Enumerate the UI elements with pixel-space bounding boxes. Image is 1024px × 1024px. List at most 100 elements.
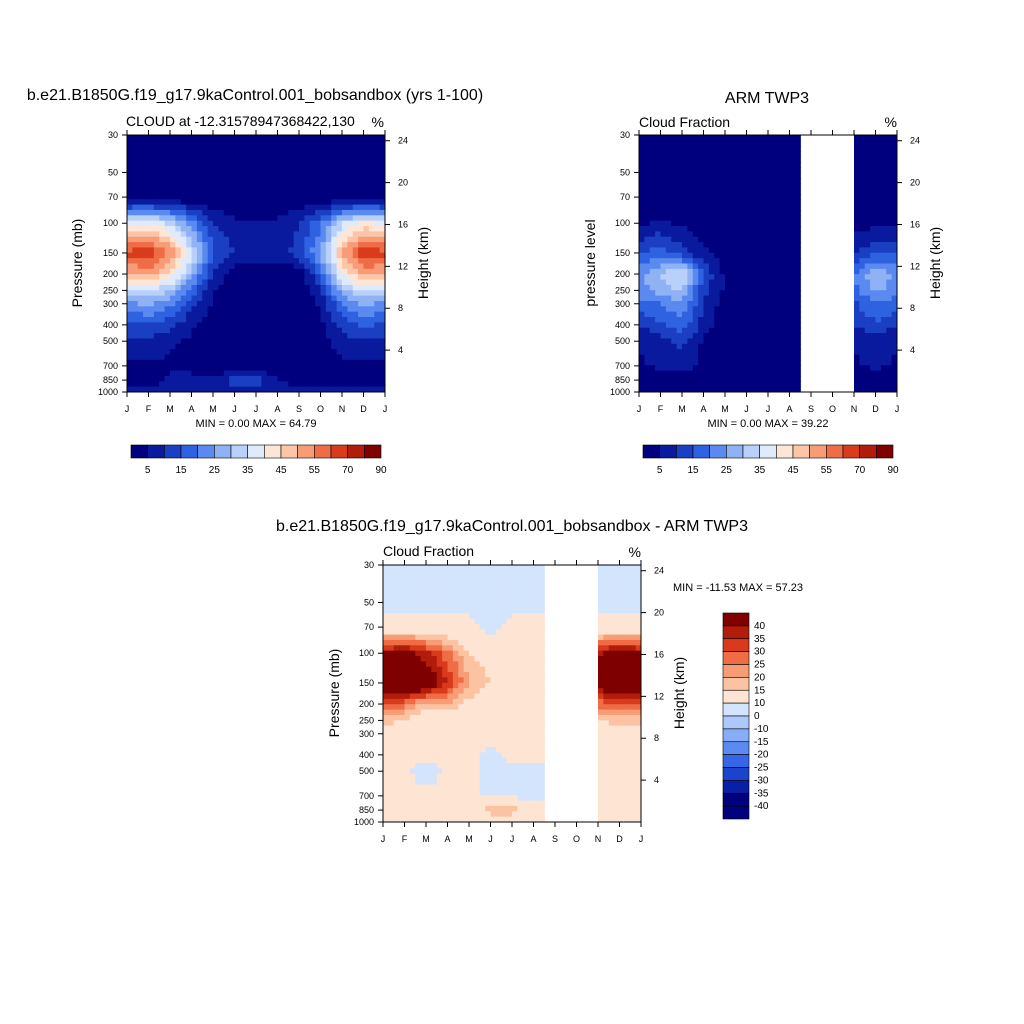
contour-cell	[325, 268, 332, 275]
contour-cell	[180, 284, 187, 291]
contour-cell	[223, 386, 230, 392]
colorbar-label: 55	[309, 465, 321, 476]
contour-cell	[229, 156, 236, 163]
contour-cell	[266, 193, 273, 200]
contour-cell	[875, 193, 882, 200]
contour-cell	[213, 220, 219, 227]
contour-cell	[708, 220, 715, 227]
contour-cell	[143, 295, 150, 302]
contour-cell	[522, 618, 529, 625]
contour-cell	[714, 188, 721, 195]
contour-cell	[415, 565, 422, 571]
contour-cell	[347, 167, 354, 174]
contour-cell	[644, 386, 651, 392]
contour-cell	[891, 204, 897, 211]
contour-cell	[649, 226, 656, 232]
contour-cell	[665, 199, 672, 206]
contour-cell	[665, 151, 672, 158]
contour-cell	[420, 581, 427, 588]
contour-cell	[768, 204, 774, 211]
contour-cell	[703, 306, 710, 313]
contour-cell	[180, 215, 187, 222]
contour-cell	[768, 263, 774, 270]
contour-cell	[687, 242, 694, 249]
contour-cell	[266, 322, 273, 329]
contour-cell	[272, 349, 279, 356]
contour-cell	[864, 215, 871, 222]
contour-cell	[854, 359, 860, 366]
contour-cell	[132, 349, 139, 356]
contour-cell	[315, 167, 322, 174]
contour-cell	[358, 317, 365, 323]
contour-cell	[794, 258, 801, 265]
contour-cell	[352, 354, 359, 361]
contour-cell	[730, 365, 737, 372]
contour-cell	[132, 236, 139, 243]
contour-cell	[207, 343, 214, 350]
contour-cell	[132, 231, 139, 238]
contour-cell	[256, 247, 262, 254]
contour-cell	[655, 252, 662, 259]
contour-cell	[399, 607, 406, 614]
contour-cell	[180, 311, 187, 318]
contour-cell	[277, 306, 284, 313]
contour-cell	[789, 135, 796, 141]
contour-cell	[708, 151, 715, 158]
contour-cell	[256, 375, 262, 382]
contour-cell	[703, 263, 710, 270]
contour-cell	[218, 333, 225, 340]
contour-cell	[127, 140, 133, 147]
contour-cell	[870, 172, 877, 179]
contour-cell	[773, 204, 780, 211]
contour-cell	[859, 359, 866, 366]
contour-cell	[293, 209, 300, 216]
contour-cell	[266, 140, 273, 147]
contour-cell	[692, 354, 699, 361]
contour-cell	[159, 156, 166, 163]
contour-cell	[794, 145, 801, 152]
contour-cell	[880, 300, 887, 307]
contour-cell	[741, 333, 748, 340]
contour-cell	[528, 629, 535, 636]
contour-cell	[757, 220, 764, 227]
contour-cell	[859, 242, 866, 249]
contour-cell	[293, 279, 300, 286]
contour-cell	[368, 183, 375, 190]
contour-cell	[619, 623, 626, 630]
contour-cell	[352, 188, 359, 195]
contour-cell	[676, 161, 683, 168]
contour-cell	[170, 135, 176, 141]
contour-cell	[864, 263, 871, 270]
contour-cell	[671, 199, 678, 206]
contour-cell	[891, 226, 897, 232]
contour-cell	[886, 284, 893, 291]
contour-cell	[773, 274, 780, 281]
contour-cell	[148, 231, 155, 238]
contour-cell	[665, 156, 672, 163]
y-tick-label: 250	[103, 285, 118, 295]
contour-cell	[773, 268, 780, 275]
contour-cell	[644, 177, 651, 184]
contour-cell	[692, 375, 699, 382]
contour-cell	[660, 220, 667, 227]
contour-cell	[239, 359, 246, 366]
contour-cell	[773, 349, 780, 356]
contour-cell	[649, 161, 656, 168]
contour-cell	[336, 306, 343, 313]
contour-cell	[137, 306, 144, 313]
contour-cell	[207, 295, 214, 302]
contour-cell	[794, 204, 801, 211]
contour-cell	[703, 349, 710, 356]
contour-cell	[660, 359, 667, 366]
contour-cell	[517, 629, 524, 636]
contour-cell	[304, 156, 311, 163]
contour-cell	[202, 242, 209, 249]
contour-cell	[320, 252, 327, 259]
contour-cell	[671, 145, 678, 152]
contour-cell	[256, 322, 262, 329]
contour-cell	[773, 370, 780, 377]
contour-cell	[234, 140, 241, 147]
contour-cell	[363, 370, 370, 377]
contour-cell	[687, 349, 694, 356]
contour-cell	[299, 220, 305, 227]
